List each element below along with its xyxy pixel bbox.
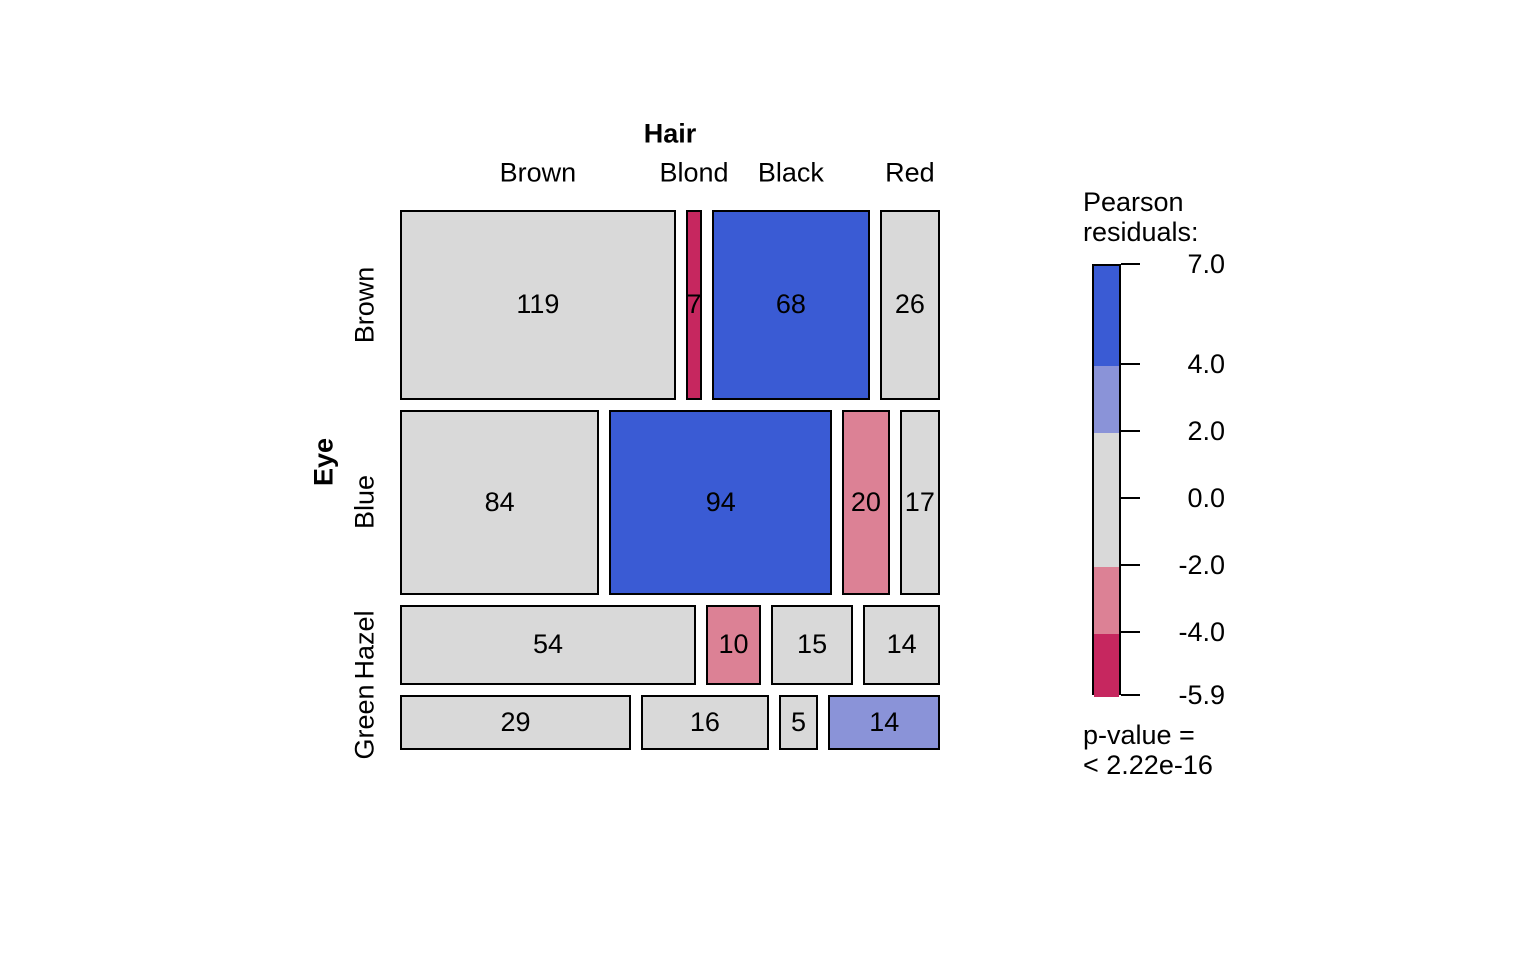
cell-count-label: 7 <box>686 289 702 320</box>
scale-tick-label: 4.0 <box>1187 349 1225 380</box>
scale-segment-strong_neg <box>1094 633 1119 697</box>
cell-count-label: 94 <box>705 486 736 517</box>
mosaic-cell-hazel-red: 14 <box>863 604 940 685</box>
cell-count-label: 17 <box>904 486 935 517</box>
cell-count-label: 14 <box>886 629 917 660</box>
mosaic-cell-hazel-brown: 54 <box>400 604 697 685</box>
mosaic-cell-brown-brown: 119 <box>400 210 676 400</box>
cell-count-label: 84 <box>484 486 515 517</box>
legend-title: Pearson residuals: <box>1083 187 1199 247</box>
scale-tick-label: 2.0 <box>1187 416 1225 447</box>
scale-tick <box>1121 694 1140 696</box>
y-axis-title: Eye <box>308 437 339 487</box>
scale-tick-label: 7.0 <box>1187 249 1225 279</box>
mosaic-cell-brown-red: 26 <box>879 210 940 400</box>
y-tick-label-hazel: Hazel <box>349 610 380 680</box>
mosaic-cell-green-brown: 29 <box>400 694 632 750</box>
mosaic-cell-brown-black: 68 <box>712 210 870 400</box>
x-tick-label-brown: Brown <box>499 157 577 188</box>
x-tick-label-black: Black <box>757 157 824 188</box>
cell-count-label: 5 <box>791 706 807 737</box>
scale-tick-label: -5.9 <box>1178 680 1225 710</box>
mosaic-cell-green-red: 14 <box>828 694 940 750</box>
x-tick-label-red: Red <box>885 157 935 188</box>
cell-count-label: 54 <box>533 629 564 660</box>
legend-title-line2: residuals: <box>1083 217 1199 247</box>
scale-tick <box>1121 263 1140 265</box>
scale-tick <box>1121 363 1140 366</box>
mosaic-cell-blue-brown: 84 <box>400 409 600 595</box>
y-tick-label-blue: Blue <box>349 475 380 530</box>
legend-title-line1: Pearson <box>1083 187 1184 217</box>
cell-count-label: 15 <box>797 629 828 660</box>
scale-tick <box>1121 563 1140 566</box>
scale-tick-label: 0.0 <box>1187 482 1225 513</box>
color-scale-bar <box>1092 264 1121 697</box>
p-value-line1: p-value = <box>1083 720 1195 750</box>
x-axis-title: Hair <box>643 118 697 149</box>
y-tick-label-brown: Brown <box>349 266 380 344</box>
scale-tick-label: -2.0 <box>1178 549 1225 580</box>
mosaic-cell-green-black: 5 <box>778 694 819 750</box>
cell-count-label: 119 <box>516 289 560 320</box>
cell-count-label: 68 <box>775 289 806 320</box>
mosaic-cell-blue-red: 17 <box>899 409 940 595</box>
scale-tick <box>1121 430 1140 433</box>
mosaic-cell-blue-black: 20 <box>842 409 890 595</box>
cell-count-label: 26 <box>894 289 925 320</box>
p-value-line2: < 2.22e-16 <box>1083 750 1213 780</box>
mosaic-cell-hazel-blond: 10 <box>706 604 761 685</box>
scale-tick-label: -4.0 <box>1178 616 1225 647</box>
x-tick-label-blond: Blond <box>659 157 729 188</box>
mosaic-cell-brown-blond: 7 <box>685 210 703 400</box>
scale-segment-neutral <box>1094 433 1119 567</box>
cell-count-label: 20 <box>850 486 881 517</box>
scale-tick <box>1121 630 1140 633</box>
mosaic-cell-blue-blond: 94 <box>609 409 833 595</box>
mosaic-cell-hazel-black: 15 <box>770 604 854 685</box>
scale-tick <box>1121 496 1140 499</box>
y-tick-label-green: Green <box>349 684 380 760</box>
cell-count-label: 10 <box>718 629 749 660</box>
scale-segment-mild_pos <box>1094 366 1119 434</box>
cell-count-label: 14 <box>869 706 900 737</box>
p-value-label: p-value = < 2.22e-16 <box>1083 720 1213 780</box>
scale-segment-strong_pos <box>1094 266 1119 367</box>
scale-segment-mild_neg <box>1094 566 1119 634</box>
cell-count-label: 16 <box>689 706 720 737</box>
cell-count-label: 29 <box>500 706 531 737</box>
mosaic-cell-green-blond: 16 <box>641 694 769 750</box>
